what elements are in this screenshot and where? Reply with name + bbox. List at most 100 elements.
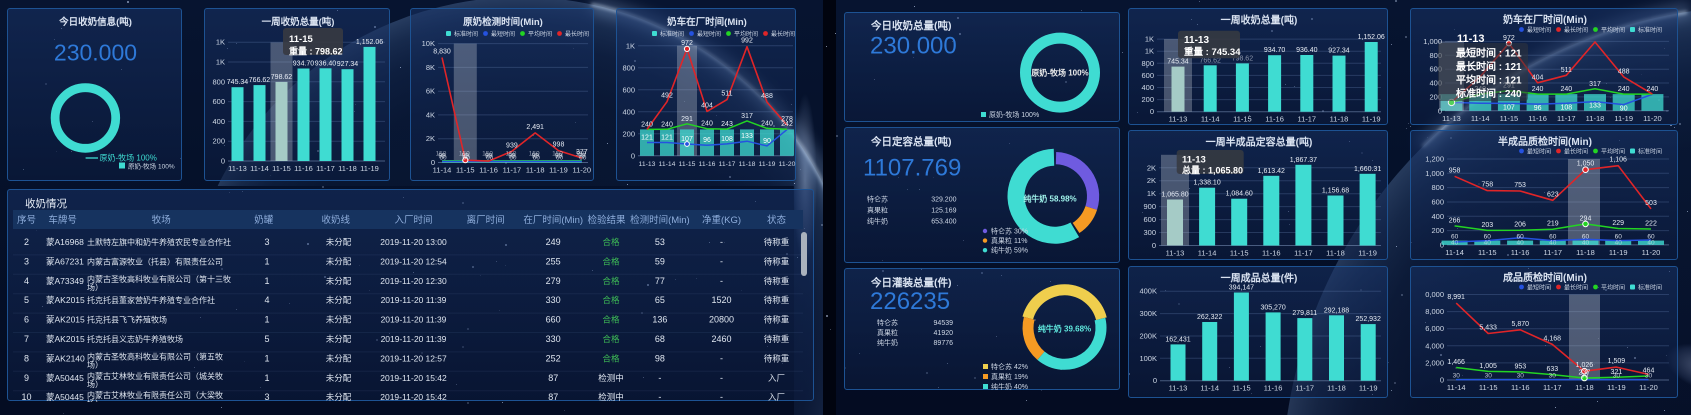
svg-text:11-17: 11-17 bbox=[1543, 248, 1562, 257]
svg-text:标准时间: 标准时间 bbox=[1638, 284, 1662, 292]
svg-text:-: - bbox=[720, 256, 723, 266]
svg-text:平均时间: 平均时间 bbox=[1601, 148, 1625, 156]
svg-text:检验结果: 检验结果 bbox=[587, 214, 626, 226]
svg-text:11-15: 11-15 bbox=[1500, 114, 1519, 123]
svg-text:150: 150 bbox=[482, 151, 493, 158]
svg-text:600: 600 bbox=[1143, 215, 1156, 224]
svg-text:6: 6 bbox=[24, 315, 29, 325]
svg-text:最长时间: 最长时间 bbox=[1564, 26, 1588, 34]
svg-text:一周收奶总量(吨): 一周收奶总量(吨) bbox=[1221, 14, 1298, 27]
svg-text:原奶检测时间(Min): 原奶检测时间(Min) bbox=[463, 16, 543, 28]
svg-text:未分配: 未分配 bbox=[326, 276, 352, 286]
svg-text:2019-11-20 12:30: 2019-11-20 12:30 bbox=[380, 276, 447, 286]
svg-text:972: 972 bbox=[681, 40, 693, 47]
svg-text:2K: 2K bbox=[426, 134, 435, 143]
svg-text:原奶-牧场 100%: 原奶-牧场 100% bbox=[1031, 68, 1088, 78]
svg-text:11-16: 11-16 bbox=[1265, 115, 1284, 124]
svg-text:合格: 合格 bbox=[602, 295, 620, 305]
svg-text:最长时间: 最长时间 bbox=[1564, 284, 1588, 292]
svg-text:60: 60 bbox=[1582, 234, 1590, 241]
svg-text:托克托县义志奶牛养殖牧场: 托克托县义志奶牛养殖牧场 bbox=[87, 334, 183, 344]
svg-text:2019-11-20 12:57: 2019-11-20 12:57 bbox=[380, 353, 447, 363]
svg-text:未分配: 未分配 bbox=[326, 237, 352, 247]
svg-text:11-19: 11-19 bbox=[1359, 384, 1378, 393]
svg-text:11-15: 11-15 bbox=[272, 164, 291, 173]
svg-text:1,005: 1,005 bbox=[1479, 363, 1497, 370]
svg-text:230.000: 230.000 bbox=[870, 33, 957, 60]
svg-text:249: 249 bbox=[546, 237, 561, 247]
svg-text:90: 90 bbox=[763, 138, 771, 145]
svg-text:511: 511 bbox=[721, 91, 732, 98]
svg-text:标准时间: 标准时间 bbox=[1638, 26, 1662, 34]
svg-text:11-15: 11-15 bbox=[289, 34, 313, 45]
svg-text:1107.769: 1107.769 bbox=[863, 155, 961, 182]
svg-text:300: 300 bbox=[1143, 228, 1156, 237]
svg-text:成品质检时间(Min): 成品质检时间(Min) bbox=[1503, 271, 1587, 284]
svg-text:2019-11-20 15:42: 2019-11-20 15:42 bbox=[380, 392, 447, 402]
svg-text:11-15: 11-15 bbox=[456, 166, 475, 175]
svg-text:400: 400 bbox=[1431, 212, 1444, 221]
svg-text:240: 240 bbox=[641, 121, 653, 128]
svg-text:在厂时间(Min): 在厂时间(Min) bbox=[523, 214, 583, 226]
svg-text:745.34: 745.34 bbox=[1167, 59, 1189, 66]
svg-text:121: 121 bbox=[641, 135, 653, 142]
svg-text:入厂: 入厂 bbox=[768, 373, 785, 383]
svg-text:11-14: 11-14 bbox=[1447, 383, 1466, 392]
svg-text:8,000: 8,000 bbox=[1425, 307, 1444, 316]
svg-text:972: 972 bbox=[1503, 35, 1515, 42]
svg-text:11-20: 11-20 bbox=[1639, 383, 1658, 392]
svg-text:1,509: 1,509 bbox=[1608, 358, 1626, 365]
svg-text:平均时间: 平均时间 bbox=[528, 30, 552, 38]
svg-text:60: 60 bbox=[509, 155, 517, 162]
svg-text:蒙AK2015: 蒙AK2015 bbox=[46, 334, 85, 344]
svg-text:60: 60 bbox=[1549, 234, 1557, 241]
svg-text:262,322: 262,322 bbox=[1197, 314, 1222, 321]
svg-text:今日灌装总量(件): 今日灌装总量(件) bbox=[870, 276, 952, 289]
svg-text:内蒙古圣牧高科牧业有限公司（第五牧: 内蒙古圣牧高科牧业有限公司（第五牧 bbox=[87, 351, 223, 361]
svg-text:内蒙古富源牧业（托县）有限责任公司: 内蒙古富源牧业（托县）有限责任公司 bbox=[87, 256, 223, 266]
svg-text:279,811: 279,811 bbox=[1292, 310, 1317, 317]
svg-text:检测中: 检测中 bbox=[598, 373, 624, 383]
svg-text:96: 96 bbox=[703, 137, 711, 144]
svg-text:2: 2 bbox=[24, 237, 29, 247]
svg-text:纯牛奶 58.98%: 纯牛奶 58.98% bbox=[1023, 194, 1076, 204]
svg-text:11-13: 11-13 bbox=[1169, 115, 1188, 124]
svg-text:1,338.10: 1,338.10 bbox=[1193, 180, 1220, 187]
svg-text:11-19: 11-19 bbox=[1358, 249, 1377, 258]
svg-text:入厂时间: 入厂时间 bbox=[394, 214, 432, 226]
svg-text:488: 488 bbox=[761, 93, 773, 100]
svg-text:11-19: 11-19 bbox=[1609, 248, 1628, 257]
svg-text:150: 150 bbox=[459, 151, 470, 158]
svg-text:600: 600 bbox=[1141, 71, 1154, 80]
svg-text:60: 60 bbox=[533, 155, 541, 162]
svg-text:219: 219 bbox=[1547, 221, 1559, 228]
svg-text:11-14: 11-14 bbox=[1445, 248, 1464, 257]
svg-text:206: 206 bbox=[1514, 222, 1526, 229]
svg-text:329.200: 329.200 bbox=[931, 197, 956, 204]
svg-text:3: 3 bbox=[264, 392, 269, 402]
svg-text:11-16: 11-16 bbox=[699, 161, 716, 168]
svg-text:4: 4 bbox=[24, 276, 29, 286]
svg-text:292,188: 292,188 bbox=[1324, 307, 1349, 314]
svg-text:4K: 4K bbox=[426, 110, 435, 119]
svg-text:11-19: 11-19 bbox=[549, 166, 568, 175]
svg-text:待称重: 待称重 bbox=[764, 276, 790, 286]
svg-text:934.70: 934.70 bbox=[293, 61, 315, 68]
svg-text:真果粒 11%: 真果粒 11% bbox=[991, 236, 1027, 245]
svg-text:标准时间: 标准时间 bbox=[660, 30, 684, 38]
svg-text:0: 0 bbox=[1153, 376, 1157, 385]
svg-text:927.34: 927.34 bbox=[1328, 48, 1350, 55]
svg-text:蒙AK2015: 蒙AK2015 bbox=[46, 295, 85, 305]
svg-text:200K: 200K bbox=[1139, 332, 1157, 341]
svg-text:原奶-牧场 100%: 原奶-牧场 100% bbox=[100, 153, 157, 163]
svg-text:纯牛奶 40%: 纯牛奶 40% bbox=[991, 382, 1028, 391]
svg-text:11-13: 11-13 bbox=[1182, 155, 1206, 166]
svg-text:场）: 场） bbox=[87, 399, 103, 402]
svg-text:奶车在厂时间(Min): 奶车在厂时间(Min) bbox=[1503, 13, 1587, 26]
svg-text:108: 108 bbox=[1560, 104, 1572, 111]
svg-text:330: 330 bbox=[546, 295, 561, 305]
svg-text:11-18: 11-18 bbox=[1575, 383, 1594, 392]
svg-text:今日收奶总量(吨): 今日收奶总量(吨) bbox=[870, 19, 952, 32]
svg-text:11-13: 11-13 bbox=[639, 161, 656, 168]
svg-text:89776: 89776 bbox=[934, 340, 954, 347]
